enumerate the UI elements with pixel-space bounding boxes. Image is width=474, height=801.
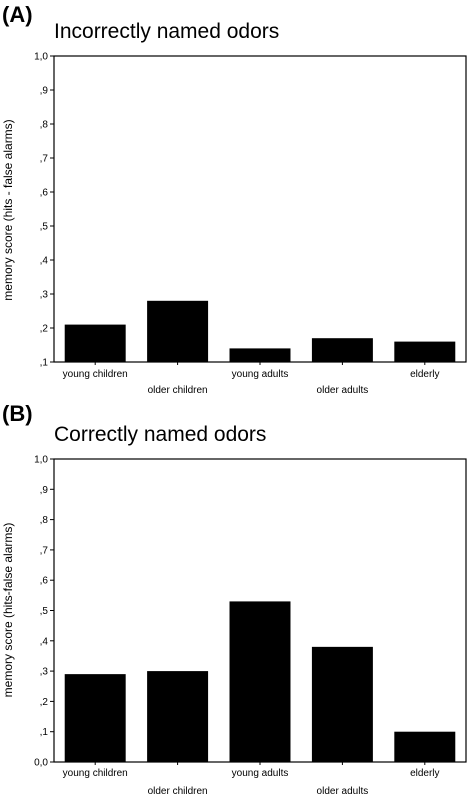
panel-a-y-tick-label: ,6 xyxy=(40,188,49,199)
panel-a-category-label: young adults xyxy=(232,369,289,380)
panel-a-bar xyxy=(311,338,373,362)
panel-a-bar xyxy=(147,300,209,362)
panel-a-plot-frame xyxy=(53,55,467,363)
panel-b-y-tick-label: ,4 xyxy=(40,636,49,647)
panel-b-y-tick-label: ,5 xyxy=(40,606,49,617)
panel-b-bar xyxy=(394,731,456,762)
panel-b-category-label: older children xyxy=(148,786,208,797)
panel-b-bar xyxy=(147,671,209,762)
panel-a-y-tick-label: ,7 xyxy=(40,154,49,165)
panel-b-bar xyxy=(311,646,373,762)
panel-b-bar xyxy=(64,674,126,762)
panel-b-category-label: older adults xyxy=(317,786,369,797)
panel-a-bar xyxy=(394,341,456,362)
panel-a-category-label: elderly xyxy=(410,369,439,380)
panel-a-y-tick-label: ,1 xyxy=(40,358,49,369)
panel-b-label: (B) xyxy=(2,401,33,426)
panel-b-y-tick-label: ,2 xyxy=(40,697,49,708)
panel-a-y-tick-label: ,5 xyxy=(40,222,49,233)
panel-a-y-tick-label: ,9 xyxy=(40,86,49,97)
panel-a-y-axis-label: memory score (hits - false alarms) xyxy=(1,119,15,300)
panel-a-bar xyxy=(64,324,126,362)
panel-b-bar xyxy=(229,601,291,762)
panel-a-y-tick-label: ,2 xyxy=(40,324,49,335)
panel-a-y-tick-label: ,8 xyxy=(40,120,49,131)
panel-a-y-tick-label: 1,0 xyxy=(34,52,48,63)
panel-b-category-label: young children xyxy=(63,768,128,779)
panel-a-y-tick-label: ,3 xyxy=(40,290,49,301)
panel-b-y-tick-label: ,3 xyxy=(40,667,49,678)
panel-a-category-label: older children xyxy=(148,385,208,396)
panel-b-title: Correctly named odors xyxy=(54,423,266,446)
panel-a-bar xyxy=(229,348,291,362)
panel-b-y-tick-label: 1,0 xyxy=(34,455,48,466)
panel-b-y-tick-label: ,7 xyxy=(40,545,49,556)
panel-b: (B) Correctly named odors memory score (… xyxy=(1,401,467,797)
panel-a-category-label: young children xyxy=(63,369,128,380)
panel-b-y-axis-label: memory score (hits-false alarms) xyxy=(1,523,15,698)
panel-b-y-tick-label: ,8 xyxy=(40,515,49,526)
panel-b-y-tick-label: ,6 xyxy=(40,576,49,587)
panel-a-title: Incorrectly named odors xyxy=(54,20,279,43)
panel-a: (A) Incorrectly named odors memory score… xyxy=(1,2,467,396)
panel-b-category-label: young adults xyxy=(232,768,289,779)
panel-a-y-tick-label: ,4 xyxy=(40,256,49,267)
panel-b-y-tick-label: 0,0 xyxy=(34,758,48,769)
panel-b-category-label: elderly xyxy=(410,768,439,779)
panel-a-category-label: older adults xyxy=(317,385,369,396)
panel-a-label: (A) xyxy=(2,2,33,27)
panel-b-y-tick-label: ,1 xyxy=(40,727,49,738)
panel-b-y-tick-label: ,9 xyxy=(40,485,49,496)
